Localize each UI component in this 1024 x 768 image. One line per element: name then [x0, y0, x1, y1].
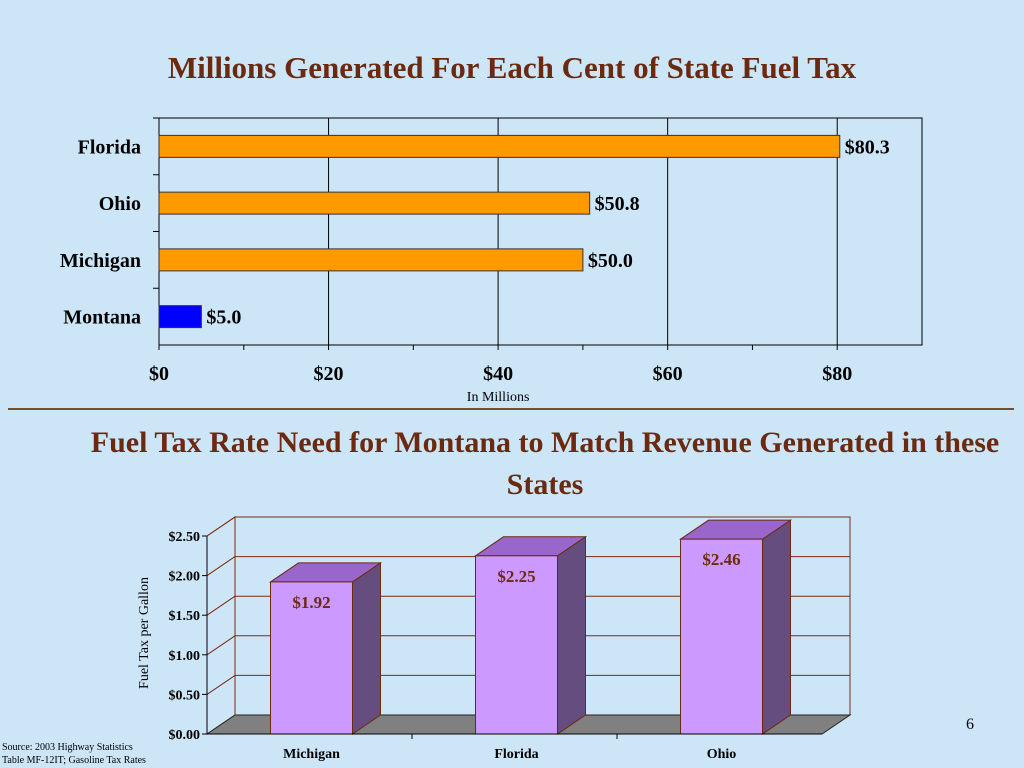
- data-label: $5.0: [206, 307, 241, 329]
- bar-michigan: [270, 581, 353, 735]
- bar-side-ohio: [762, 519, 791, 735]
- data-label: $1.92: [292, 593, 330, 612]
- gridline-side: [206, 516, 236, 537]
- bar-ohio: [158, 191, 591, 215]
- gridline-side: [206, 595, 236, 616]
- y-tick-label: $0.00: [169, 728, 201, 743]
- y-tick-label: $2.00: [169, 570, 201, 585]
- y-tick-label: $0.50: [169, 688, 201, 703]
- data-label: $50.8: [595, 193, 640, 215]
- top-bar-chart: $0 $20 $40 $60 $80 In Millions Florida $80.3 Ohi…: [60, 117, 923, 405]
- x-tick-label: $20: [314, 363, 344, 385]
- category-label: Florida: [78, 136, 141, 158]
- top-chart-title: Millions Generated For Each Cent of Stat…: [167, 50, 857, 85]
- gridline-side: [206, 674, 236, 695]
- y-tick-label: $2.50: [169, 530, 201, 545]
- data-label: $2.46: [702, 550, 740, 569]
- bar-top-michigan: [268, 562, 383, 583]
- data-label: $2.25: [497, 567, 535, 586]
- source-line-1: Source: 2003 Highway Statistics: [2, 742, 133, 753]
- bottom-chart-title: Fuel Tax Rate Need for Montana to Match …: [90, 426, 1000, 501]
- category-label: Ohio: [99, 193, 141, 215]
- source-line-2: Table MF-12IT; Gasoline Tax Rates: [2, 755, 146, 766]
- data-label: $80.3: [845, 136, 890, 158]
- category-label: Montana: [63, 307, 141, 329]
- bar-michigan: [158, 248, 584, 272]
- page-number: 6: [966, 716, 974, 733]
- section-divider: [8, 408, 1014, 410]
- floor: [205, 714, 852, 735]
- x-tick-label: $40: [483, 363, 513, 385]
- x-tick-label: $80: [822, 363, 852, 385]
- category-label: Ohio: [707, 747, 737, 762]
- bar-side-florida: [557, 535, 586, 735]
- bar-florida: [475, 555, 558, 735]
- x-tick-label: $0: [149, 363, 169, 385]
- category-label: Michigan: [283, 747, 340, 762]
- gridline-side: [206, 556, 236, 577]
- back-wall: [234, 516, 851, 716]
- bar-ohio: [680, 538, 763, 735]
- side-wall: [206, 516, 236, 735]
- category-label: Michigan: [60, 250, 141, 272]
- data-label: $50.0: [588, 250, 633, 272]
- y-axis-label: Fuel Tax per Gallon: [137, 577, 152, 689]
- x-axis-label: In Millions: [467, 390, 530, 405]
- bar-top-florida: [473, 536, 588, 557]
- bar-florida: [158, 134, 841, 158]
- x-tick-label: $60: [653, 363, 683, 385]
- bar-side-michigan: [352, 561, 381, 735]
- gridline-side: [206, 635, 236, 656]
- y-tick-label: $1.50: [169, 609, 201, 624]
- bar-montana: [158, 305, 202, 329]
- category-label: Florida: [494, 747, 538, 762]
- y-tick-label: $1.00: [169, 649, 201, 664]
- bar-top-ohio: [678, 519, 793, 540]
